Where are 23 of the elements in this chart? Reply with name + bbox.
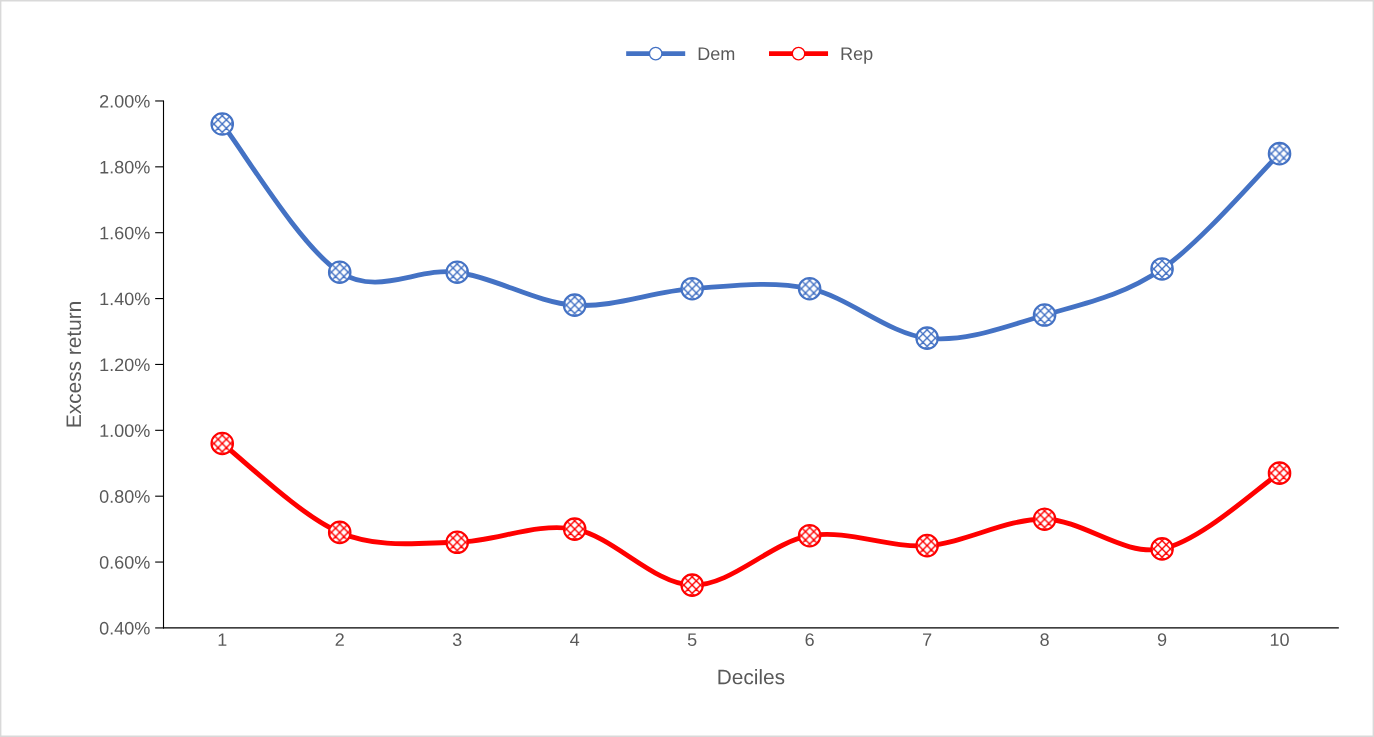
x-tick-label: 9 <box>1157 633 1167 647</box>
x-tick-label: 3 <box>452 633 462 647</box>
y-tick-label: 0.80% <box>99 490 150 503</box>
y-tick-label: 1.00% <box>100 424 150 438</box>
x-tick-label: 6 <box>805 633 814 647</box>
x-tick-label: 8 <box>1040 633 1049 647</box>
legend-label: Dem <box>698 47 735 61</box>
y-tick-label: 1.40% <box>100 292 150 306</box>
y-tick-label: 1.80% <box>100 160 150 174</box>
x-tick-label: 10 <box>1270 633 1289 647</box>
x-tick-label: 2 <box>335 633 344 646</box>
x-tick-label: 5 <box>687 633 697 647</box>
x-tick-label: 7 <box>923 633 932 646</box>
x-axis-title: Deciles <box>718 669 785 685</box>
y-tick-label: 0.40% <box>99 621 150 635</box>
y-tick-label: 2.00% <box>100 94 150 108</box>
y-tick-label: 0.60% <box>99 555 150 569</box>
x-tick-label: 4 <box>570 633 580 646</box>
y-tick-label: 1.60% <box>100 226 150 240</box>
y-axis-title: Excess return <box>66 302 82 427</box>
legend-label: Rep <box>841 47 873 64</box>
x-tick-label: 1 <box>218 633 227 646</box>
y-tick-label: 1.20% <box>100 358 150 372</box>
